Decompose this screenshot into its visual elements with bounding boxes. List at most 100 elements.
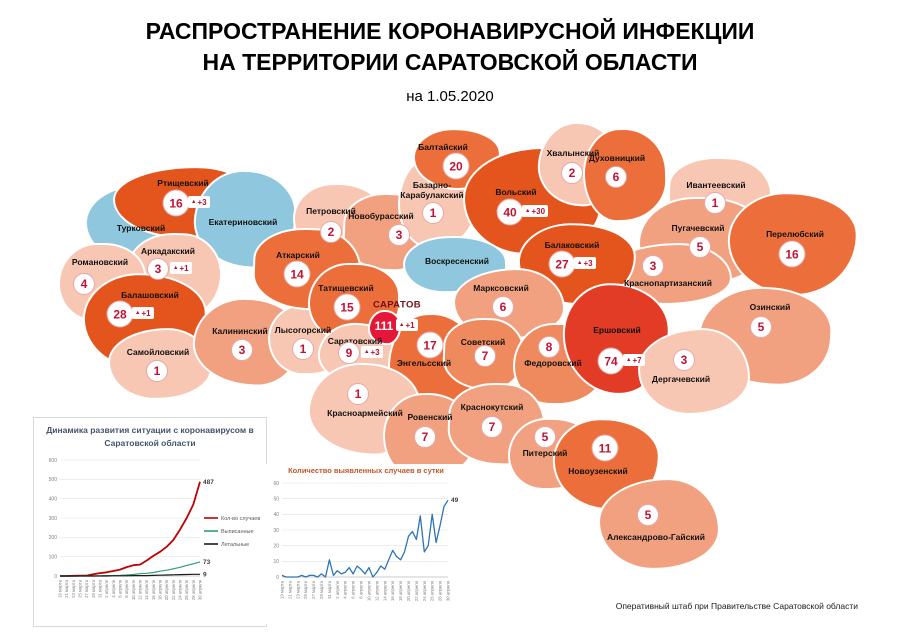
district-name-label: Балашовский [121,289,179,300]
district-name-label: Питерский [522,447,568,458]
district-cases-badge: 9 [338,342,360,364]
x-axis-tick-label: 19 марта [280,580,285,599]
district-cases-badge: 7 [481,416,503,438]
x-axis-tick-label: 29 марта [91,579,96,598]
x-axis-tick-label: 20 апреля [164,579,169,600]
district-name-label: Ртищевский [157,177,209,188]
new-cases-value: +1 [179,263,189,273]
district-name-label: Лысогорский [274,324,332,335]
increase-triangle-icon: ▲ [577,260,583,266]
y-axis-tick-label: 30 [273,528,279,534]
x-axis-tick-label: 18 апреля [158,579,163,600]
district-cases-badge: 5 [689,236,711,258]
x-axis-tick-label: 25 марта [78,579,83,598]
x-axis-tick-label: 2 апреля [104,579,109,597]
x-axis-tick-label: 10 апреля [131,579,136,600]
district-name-label: Александрово-Гайский [607,531,705,542]
y-axis-tick-label: 0 [276,575,279,581]
district-new-cases-chip: ▲ +3 [574,257,596,269]
x-axis-tick-label: 6 апреля [351,580,356,598]
district-cases-badge: 5 [534,426,556,448]
x-axis-tick-label: 4 апреля [111,579,116,597]
district-name-label: Базарно-Карабулакский [400,179,464,200]
district-name-label: Красноармейский [327,407,403,418]
series-end-value-label: 487 [203,478,214,485]
district-cases-badge: 3 [673,349,695,371]
district-name-label: Хвалынский [546,147,600,158]
page-title-line2: НА ТЕРРИТОРИИ САРАТОВСКОЙ ОБЛАСТИ [202,49,698,76]
x-axis-tick-label: 24 апреля [178,579,183,600]
district-new-cases-chip: ▲ +1 [170,262,192,274]
x-axis-tick-label: 22 апреля [171,579,176,600]
district-new-cases-chip: ▲ +3 [188,196,210,208]
x-axis-tick-label: 21 марта [64,579,69,598]
page-title-line1: РАСПРОСТРАНЕНИЕ КОРОНАВИРУСНОЙ ИНФЕКЦИИ [145,18,755,44]
legend-label: Выписанные [221,529,254,535]
x-axis-tick-label: 24 апреля [422,580,427,601]
series-end-value-label: 9 [203,571,207,578]
increase-triangle-icon: ▲ [525,208,531,214]
x-axis-tick-label: 12 апреля [374,580,379,601]
district-cases-badge: 74 [597,347,625,375]
y-axis-tick-label: 40 [273,512,279,518]
district-cases-badge: 3 [147,258,169,280]
district-name-label: Духовницкий [588,152,646,163]
x-axis-tick-label: 8 апреля [359,580,364,598]
x-axis-tick-label: 21 марта [287,580,292,599]
district-name-label: Ершовский [593,324,641,335]
y-axis-tick-label: 100 [49,554,58,560]
district-cases-badge: 6 [492,296,514,318]
x-axis-tick-label: 30 апреля [198,579,203,600]
district-cases-badge: 1 [704,192,726,214]
district-new-cases-chip: ▲ +7 [623,354,645,366]
x-axis-tick-label: 8 апреля [124,579,129,597]
daily-cases-chart-svg: 0 10 20 30 40 50 60 19 марта 21 марта 23 марта 25 … [273,481,459,601]
district-cases-badge: 1 [422,202,444,224]
increase-triangle-icon: ▲ [173,265,179,271]
attribution-text: Оперативный штаб при Правительстве Сарат… [615,601,858,611]
district-name-label: Ивантеевский [686,179,746,190]
x-axis-tick-label: 18 апреля [398,580,403,601]
district-name-label: Балаковский [544,239,600,250]
district-name-label: Энгельсский [396,357,452,368]
district-name-label: Федоровский [524,357,582,368]
increase-triangle-icon: ▲ [135,310,141,316]
increase-triangle-icon: ▲ [364,349,370,355]
series-line [60,573,200,577]
cumulative-chart: Динамика развития ситуации с коронавирус… [33,417,267,627]
x-axis-tick-label: 29 марта [319,580,324,599]
district-cases-badge: 16 [778,240,806,268]
district-cases-badge: 14 [283,260,311,288]
district-name-label: Ровенский [407,411,453,422]
x-axis-tick-label: 14 апреля [382,580,387,601]
district-name-label: Новоузенский [568,465,628,476]
x-axis-tick-label: 27 марта [84,579,89,598]
y-axis-tick-label: 10 [273,559,279,565]
x-axis-tick-label: 19 марта [58,579,63,598]
saratov-cases-count: 111 [374,319,394,333]
map-district [597,476,721,572]
district-name-label: Вольский [495,186,537,197]
series-end-value-label: 49 [451,497,459,504]
increase-triangle-icon: ▲ [191,199,197,205]
x-axis-tick-label: 16 апреля [151,579,156,600]
district-cases-badge: 3 [388,224,410,246]
district-new-cases-chip: ▲ +30 [522,205,549,217]
x-axis-tick-label: 23 марта [71,579,76,598]
x-axis-tick-label: 25 марта [303,580,308,599]
district-cases-badge: 2 [320,221,342,243]
x-axis-tick-label: 4 апреля [343,580,348,598]
y-axis-tick-label: 20 [273,543,279,549]
district-cases-badge: 5 [637,504,659,526]
district-name-label: Аркадакский [140,245,195,256]
x-axis-tick-label: 26 апреля [430,580,435,601]
district-name-label: Аткарский [276,249,320,260]
district-name-label: Озинский [749,301,791,312]
district-cases-badge: 3 [231,339,253,361]
district-cases-badge: 3 [642,255,664,277]
legend-label: Летальные [221,542,249,548]
district-name-label: Дергачевский [651,373,711,384]
increase-triangle-icon: ▲ [626,357,632,363]
series-line [60,560,201,577]
x-axis-tick-label: 31 марта [327,580,332,599]
